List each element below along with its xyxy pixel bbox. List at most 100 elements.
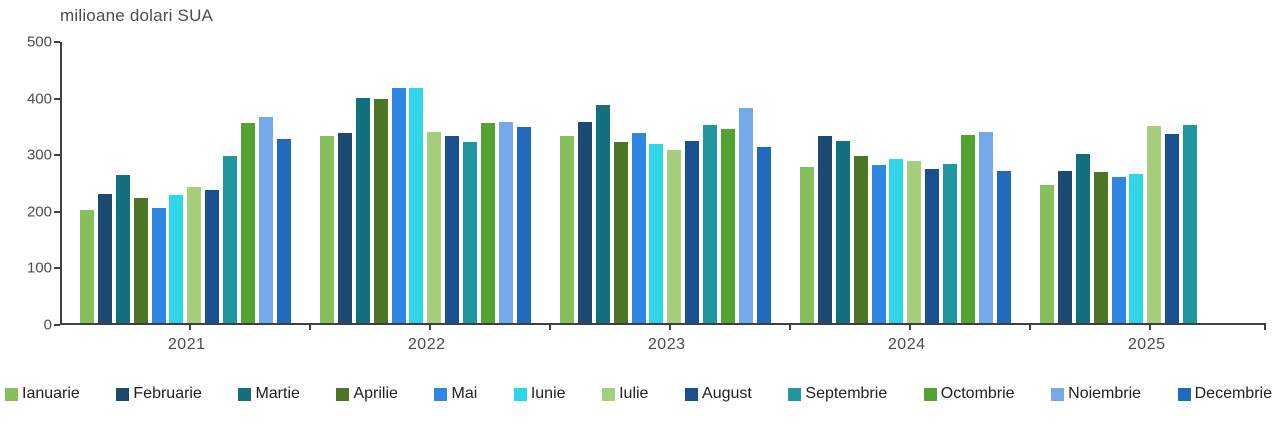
bar-group-2022 [320,40,531,323]
legend-label: Decembrie [1194,385,1272,402]
bar-2024-ianuarie [800,167,814,323]
bar-2024-octombrie [961,135,976,323]
bar-2021-ianuarie [80,209,94,323]
bar-2024-septembrie [943,163,958,323]
bar-2022-decembrie [516,126,531,323]
legend-item-mai: Mai [434,385,477,403]
bar-2022-aprilie [373,98,388,323]
bar-2025-aprilie [1093,172,1108,323]
legend-swatch-iunie [513,387,527,401]
legend-label: Septembrie [805,385,888,402]
legend-label: Ianuarie [22,385,80,402]
bar-2024-august [925,169,940,323]
legend-swatch-decembrie [1177,387,1191,401]
bar-2023-septembrie [703,125,718,323]
bar-2023-mai [631,132,646,323]
bar-2025-iunie [1129,173,1144,323]
y-tick-mark [54,97,60,100]
legend-item-noiembrie: Noiembrie [1051,385,1141,403]
bar-group-2023 [560,40,771,323]
bar-2023-noiembrie [738,107,753,323]
legend-label: Iunie [530,385,566,402]
legend-label: Octombrie [940,385,1015,402]
bar-2025-februarie [1057,170,1072,323]
bar-2023-octombrie [721,129,736,323]
bar-2024-aprilie [853,156,868,323]
bar-2021-aprilie [133,198,148,323]
legend-item-februarie: Februarie [116,385,202,403]
bar-2021-decembrie [276,139,291,323]
bar-2023-august [685,140,700,323]
legend-label: Aprilie [353,385,398,402]
legend-swatch-aprilie [336,387,350,401]
y-tick-label-300: 300 [26,146,52,164]
bar-group-2025 [1040,40,1198,323]
y-tick-mark [54,267,60,270]
legend-label: August [702,385,752,402]
bar-2025-august [1165,133,1180,323]
year-label-2025: 2025 [1127,336,1166,353]
bar-2024-iunie [889,159,904,323]
bar-2021-martie [115,175,130,323]
plot-area: 0 100 200 300 400 500 [27,34,1266,334]
legend-item-august: August [685,385,752,403]
year-label-2024: 2024 [887,336,926,353]
bar-2021-august [205,190,220,323]
x-tick-boundary [788,323,791,330]
bar-2023-februarie [577,122,592,323]
bar-2022-noiembrie [498,121,513,323]
legend-swatch-octombrie [923,387,937,401]
bar-2022-septembrie [463,142,478,323]
legend-label: Martie [255,385,300,402]
x-tick-center-2022 [428,323,431,330]
x-tick-center-2025 [1148,323,1151,330]
legend-swatch-noiembrie [1051,387,1065,401]
bar-2022-iulie [427,131,442,323]
x-tick-boundary [1028,323,1031,330]
x-tick-center-2021 [188,323,191,330]
bar-group-2021 [80,40,291,323]
x-tick-boundary [1264,323,1266,330]
bar-2024-februarie [817,136,832,323]
legend-item-iunie: Iunie [513,385,566,403]
legend-swatch-august [685,387,699,401]
legend-swatch-septembrie [788,387,802,401]
y-tick-label-100: 100 [26,259,52,277]
legend-swatch-iulie [602,387,616,401]
legend-label: Noiembrie [1068,385,1142,402]
bar-2025-mai [1111,176,1126,323]
bar-2023-iunie [649,143,664,323]
bar-2023-aprilie [613,142,628,323]
x-tick-center-2023 [668,323,671,330]
x-tick-center-2024 [908,323,911,330]
bar-2025-iulie [1147,126,1162,323]
legend-swatch-martie [238,387,252,401]
bar-2021-februarie [97,193,112,323]
y-tick-mark [54,154,60,157]
legend-item-martie: Martie [238,385,300,403]
y-tick-label-500: 500 [26,33,52,51]
bar-2025-martie [1075,153,1090,323]
legend-swatch-februarie [116,387,130,401]
legend-swatch-mai [434,387,448,401]
bar-2022-martie [355,98,370,323]
legend-item-septembrie: Septembrie [788,385,887,403]
bar-2021-septembrie [223,156,238,323]
y-tick-label-200: 200 [26,203,52,221]
bar-2024-decembrie [996,170,1011,323]
bar-2021-iunie [169,194,184,323]
legend-item-octombrie: Octombrie [923,385,1015,403]
bar-2022-mai [391,87,406,323]
bar-2021-noiembrie [258,116,273,323]
bar-2024-mai [871,165,886,323]
bar-2025-septembrie [1183,125,1198,323]
bar-2024-noiembrie [978,131,993,323]
legend: Ianuarie Februarie Martie Aprilie Mai Iunie Iu… [5,382,1272,406]
bar-2023-iulie [667,149,682,323]
bar-2025-ianuarie [1040,185,1054,323]
bar-2021-iulie [187,186,202,323]
bar-2022-august [445,136,460,323]
bar-group-2024 [800,40,1011,323]
legend-item-iulie: Iulie [602,385,648,403]
